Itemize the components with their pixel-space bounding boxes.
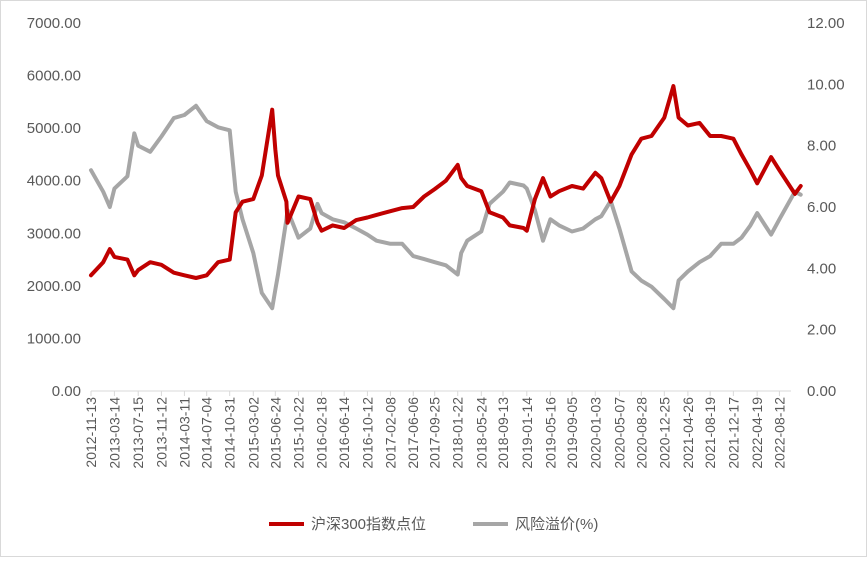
- y-right-tick-label: 4.00: [807, 260, 836, 277]
- x-tick-label: 2015-03-02: [245, 397, 261, 469]
- y-left-tick-label: 4000.00: [27, 173, 81, 190]
- y-left-tick-label: 2000.00: [27, 278, 81, 295]
- series-layer: [89, 84, 803, 311]
- x-tick-label: 2017-06-06: [405, 397, 421, 469]
- x-tick-label: 2018-05-24: [473, 397, 489, 469]
- x-tick-label: 2020-08-28: [633, 397, 649, 469]
- x-tick-label: 2013-07-15: [130, 397, 146, 469]
- x-tick-label: 2015-06-24: [267, 397, 283, 469]
- x-tick-label: 2016-10-12: [359, 397, 375, 469]
- y-left-tick-label: 0.00: [52, 383, 81, 400]
- y-left-tick-label: 7000.00: [27, 15, 81, 32]
- y-right-tick-label: 10.00: [807, 76, 845, 93]
- x-tick-label: 2021-04-26: [680, 397, 696, 469]
- x-tick-label: 2014-03-11: [176, 397, 192, 468]
- x-tick-label: 2022-04-19: [749, 397, 765, 469]
- x-tick-label: 2020-05-07: [611, 397, 627, 469]
- y-axis-left-ticks: 0.00 1000.00 2000.00 3000.00 4000.00 5000.00 6…: [27, 15, 81, 400]
- x-tick-label: 2018-09-13: [495, 397, 511, 469]
- x-tick-label: 2019-01-14: [519, 397, 535, 469]
- x-tick-label: 2021-08-19: [702, 397, 718, 469]
- y-left-tick-label: 1000.00: [27, 330, 81, 347]
- x-tick-label: 2020-01-03: [587, 397, 603, 469]
- y-left-tick-label: 6000.00: [27, 68, 81, 85]
- y-right-tick-label: 8.00: [807, 138, 836, 155]
- legend: 沪深300指数点位 风险溢价(%): [269, 516, 598, 533]
- x-tick-label: 2022-08-12: [771, 397, 787, 469]
- x-tick-label: 2013-03-14: [106, 397, 122, 469]
- x-tick-label: 2016-06-14: [336, 397, 352, 469]
- x-tick-label: 2018-01-22: [450, 397, 466, 469]
- y-axis-right-ticks: 0.00 2.00 4.00 6.00 8.00 10.00 12.00: [807, 15, 845, 400]
- y-left-tick-label: 3000.00: [27, 225, 81, 242]
- x-tick-label: 2017-02-08: [382, 397, 398, 469]
- x-tick-label: 2015-10-22: [291, 397, 307, 469]
- series-line-risk-premium: [89, 103, 803, 311]
- x-tick-label: 2020-12-25: [656, 397, 672, 469]
- legend-label-hs300: 沪深300指数点位: [311, 516, 426, 533]
- x-tick-label: 2017-09-25: [427, 397, 443, 469]
- x-tick-label: 2021-12-17: [725, 397, 741, 469]
- legend-label-risk-premium: 风险溢价(%): [515, 516, 598, 533]
- x-tick-label: 2016-02-18: [314, 397, 330, 469]
- y-right-tick-label: 12.00: [807, 15, 845, 32]
- y-right-tick-label: 6.00: [807, 199, 836, 216]
- series-line-hs300: [89, 84, 803, 280]
- x-tick-label: 2012-11-13: [83, 397, 99, 468]
- y-right-tick-label: 0.00: [807, 383, 836, 400]
- x-axis-ticks: 2012-11-13 2013-03-14 2013-07-15 2013-11-12…: [83, 391, 787, 469]
- x-tick-label: 2014-07-04: [199, 397, 215, 469]
- x-tick-label: 2019-09-05: [564, 397, 580, 469]
- x-tick-label: 2014-10-31: [222, 397, 238, 469]
- y-left-tick-label: 5000.00: [27, 120, 81, 137]
- x-tick-label: 2019-05-16: [542, 397, 558, 469]
- y-right-tick-label: 2.00: [807, 322, 836, 339]
- x-tick-label: 2013-11-12: [153, 397, 169, 468]
